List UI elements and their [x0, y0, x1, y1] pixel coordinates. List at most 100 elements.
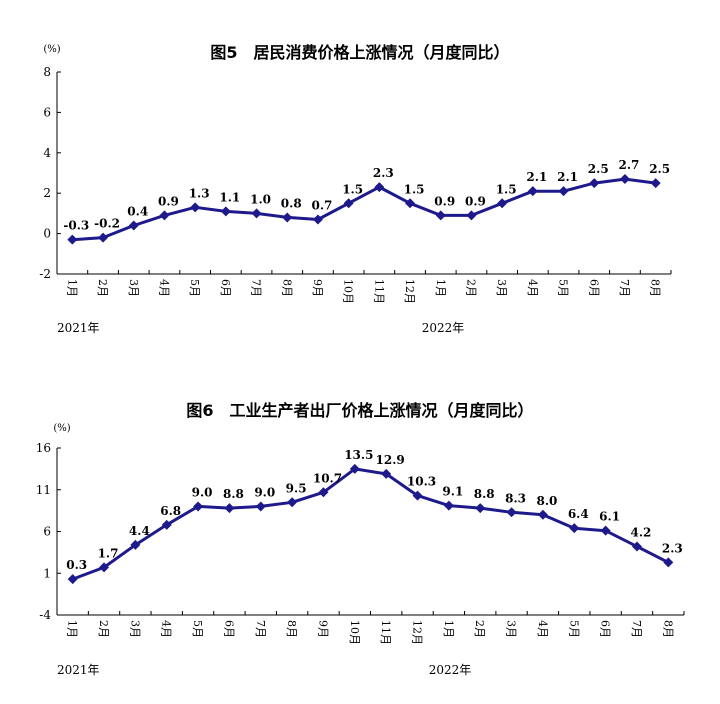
x-tick-label: 4月	[526, 279, 539, 297]
data-label: 0.9	[465, 194, 486, 208]
x-tick-label-group: 6月	[599, 620, 612, 638]
data-point	[193, 501, 204, 512]
data-label: 9.0	[254, 485, 275, 499]
y-tick-label: 4	[43, 146, 51, 160]
data-point	[443, 500, 454, 511]
data-label: 0.4	[127, 205, 148, 219]
x-tick-label: 8月	[649, 279, 662, 297]
data-point	[318, 487, 329, 498]
data-label: 6.1	[599, 510, 620, 524]
data-point	[159, 210, 170, 221]
chart-cpi: 图5 居民消费价格上涨情况（月度同比） (%) -2 0 2 4 6 8 1月 2月 3月 4月 5…	[39, 43, 672, 335]
data-point	[619, 174, 630, 185]
data-label: 2.5	[649, 162, 670, 176]
series-line	[72, 467, 669, 581]
x-tick-label: 1月	[65, 279, 78, 297]
x-tick-label-group: 8月	[661, 620, 674, 638]
data-label: 10.7	[313, 471, 342, 485]
y-tick-label: 11	[36, 483, 51, 497]
x-tick-label-group: 11月	[379, 620, 392, 645]
x-tick-label: 2月	[96, 279, 109, 297]
x-tick-label-group: 3月	[505, 620, 518, 638]
data-point	[381, 468, 392, 479]
data-label: 4.4	[129, 524, 150, 538]
data-point	[220, 206, 231, 217]
x-tick-label: 2月	[464, 279, 477, 297]
data-point	[589, 178, 600, 189]
data-label: 9.0	[192, 485, 213, 499]
data-label: -0.3	[63, 219, 89, 233]
x-tick-label-group: 3月	[127, 279, 140, 297]
data-point	[650, 178, 661, 189]
x-tick-label: 3月	[127, 279, 140, 297]
x-tick-label-group: 8月	[649, 279, 662, 297]
x-tick-label: 5月	[557, 279, 570, 297]
data-point	[190, 202, 201, 213]
data-point	[405, 198, 416, 209]
x-tick-label-group: 9月	[311, 279, 324, 297]
data-label: -0.2	[94, 217, 120, 231]
x-tick-label-group: 2月	[96, 279, 109, 297]
x-tick-label-group: 6月	[222, 620, 235, 638]
y-tick-label: 16	[36, 441, 51, 455]
data-label: 8.3	[505, 491, 526, 505]
x-tick-label-group: 1月	[66, 620, 79, 638]
x-tick-label: 7月	[254, 620, 267, 638]
x-tick-label: 5月	[567, 620, 580, 638]
data-label: 10.3	[407, 475, 436, 489]
x-tick-label: 1月	[66, 620, 79, 638]
data-point	[67, 234, 78, 245]
x-tick-label: 6月	[599, 620, 612, 638]
data-label: 2.3	[373, 166, 394, 180]
year-label: 2021年	[57, 663, 100, 677]
y-tick-label: 6	[43, 525, 51, 539]
data-point	[312, 214, 323, 225]
x-tick-label: 4月	[536, 620, 549, 638]
x-tick-label: 11月	[372, 279, 385, 304]
data-label: 8.8	[474, 487, 495, 501]
data-point	[282, 212, 293, 223]
data-point	[631, 541, 642, 552]
data-label: 4.2	[631, 526, 652, 540]
data-point	[98, 232, 109, 243]
x-tick-label-group: 4月	[160, 620, 173, 638]
x-tick-label: 3月	[495, 279, 508, 297]
y-tick-label: 2	[43, 186, 51, 200]
x-tick-label-group: 10月	[342, 279, 355, 304]
x-tick-label: 2月	[473, 620, 486, 638]
data-point	[99, 562, 110, 573]
x-tick-label-group: 3月	[495, 279, 508, 297]
year-label: 2021年	[57, 321, 100, 335]
x-tick-label-group: 5月	[191, 620, 204, 638]
x-tick-label-group: 6月	[219, 279, 232, 297]
data-point	[224, 503, 235, 514]
series-line	[72, 177, 656, 242]
data-point	[349, 463, 360, 474]
data-label: 1.5	[496, 182, 517, 196]
data-label: 8.0	[536, 494, 557, 508]
data-point	[412, 490, 423, 501]
data-point	[600, 525, 611, 536]
data-point	[435, 210, 446, 221]
y-tick-label: 0	[43, 227, 51, 241]
data-point	[497, 198, 508, 209]
x-tick-label-group: 10月	[348, 620, 361, 645]
x-tick-label: 6月	[219, 279, 232, 297]
x-tick-label: 12月	[411, 620, 424, 645]
y-unit-label: (%)	[43, 44, 60, 55]
data-point	[161, 519, 172, 530]
y-tick-label: 8	[43, 65, 51, 79]
data-point	[663, 557, 674, 568]
x-tick-label: 8月	[661, 620, 674, 638]
y-tick-label: 1	[43, 566, 51, 580]
x-tick-label: 5月	[191, 620, 204, 638]
year-label: 2022年	[422, 321, 465, 335]
x-tick-label-group: 7月	[250, 279, 263, 297]
x-tick-label-group: 2月	[97, 620, 110, 638]
data-label: 2.5	[588, 162, 609, 176]
x-tick-label-group: 4月	[526, 279, 539, 297]
data-point	[287, 497, 298, 508]
data-label: 0.9	[434, 194, 455, 208]
data-label: 12.9	[376, 453, 405, 467]
data-label: 1.1	[219, 190, 240, 204]
